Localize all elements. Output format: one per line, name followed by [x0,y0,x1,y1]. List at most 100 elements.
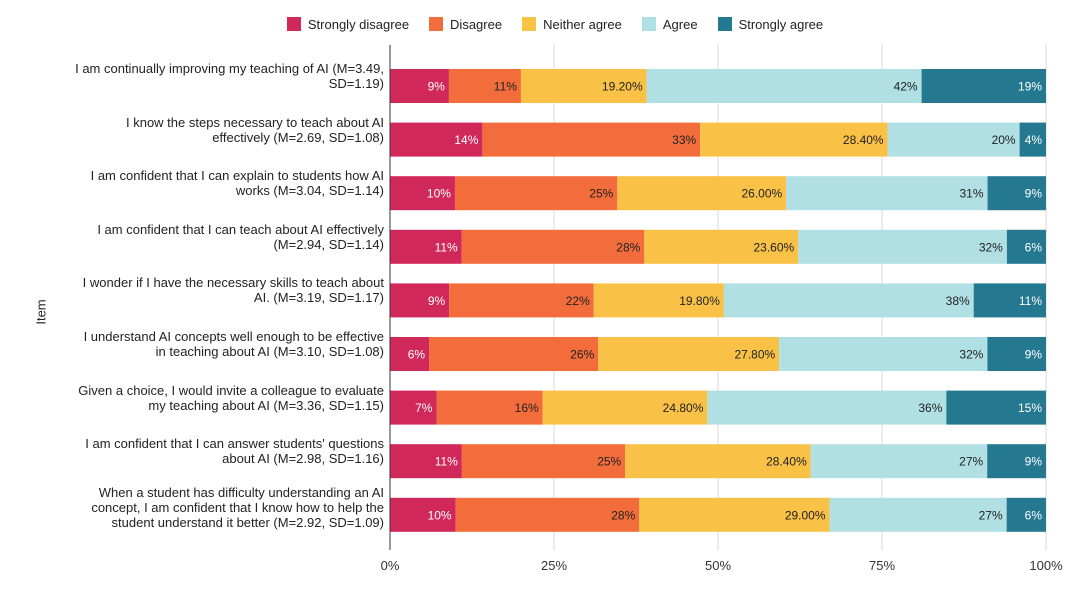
bar-segment [786,176,988,211]
data-label: 28.40% [843,133,884,147]
bar-segment [921,69,1046,103]
bar-segment [449,283,594,318]
bar-segment [542,390,708,425]
bar-segment [946,390,1046,425]
x-tick-label: 50% [705,558,731,573]
legend-swatch [641,17,656,31]
data-label: 11% [1019,294,1042,308]
data-label: 11% [435,240,458,254]
chart-legend: Strongly disagree Disagree Neither agree Ag… [0,14,1080,34]
bar-segment [644,229,799,264]
category-label-line: student understand it better (M=2.92, SD… [111,515,384,531]
bar-segment [390,283,450,318]
data-label: 22% [566,294,590,308]
bar-segment [887,122,1020,157]
bar-segment [448,69,521,103]
category-label-line: about AI (M=2.98, SD=1.16) [222,451,384,467]
category-label: I am confident that I can explain to stu… [64,168,384,198]
bar-segment [987,444,1046,479]
category-label: I know the steps necessary to teach abou… [64,115,384,145]
legend-label: Strongly disagree [307,16,410,32]
legend-item: Disagree [429,17,502,32]
data-label: 29.00% [785,508,826,522]
legend-label: Agree [662,16,698,32]
data-label: 33% [672,133,696,147]
bar-segment [987,176,1046,211]
category-label-line: my teaching about AI (M=3.36, SD=1.15) [148,397,384,413]
data-label: 9% [1025,455,1043,469]
data-label: 38% [946,294,970,308]
bar-segment [454,176,618,211]
x-tick-label: 0% [381,558,400,573]
bar-segment [646,69,922,103]
data-label: 9% [428,80,446,94]
bar-segment [829,497,1007,532]
data-label: 26% [570,348,594,362]
x-tick-label: 100% [1029,558,1063,573]
bar-segment [987,337,1046,371]
bar-segment [455,497,640,532]
data-label: 10% [428,508,452,522]
data-label: 6% [1025,508,1043,522]
data-label: 16% [515,401,539,415]
data-label: 20% [992,133,1016,147]
legend-swatch [429,17,444,31]
data-label: 28.40% [766,455,807,469]
data-label: 10% [427,187,451,201]
bar-segment [598,337,780,371]
bar-segment [810,444,988,479]
category-label-line: Given a choice, I would invite a colleag… [78,382,384,398]
data-label: 25% [589,187,613,201]
category-label-line: AI. (M=3.19, SD=1.17) [253,290,384,306]
bar-segment [436,390,543,425]
legend-swatch [717,17,732,31]
legend-label: Neither agree [543,16,622,32]
data-label: 31% [960,187,984,201]
bar-segment [779,337,988,371]
data-label: 42% [894,80,918,94]
legend-swatch [522,17,537,31]
category-label: Given a choice, I would invite a colleag… [64,383,384,413]
bar-segment [390,69,449,103]
category-label: I wonder if I have the necessary skills … [64,275,384,305]
bar-segment [625,444,811,479]
bar-segment [390,444,462,479]
category-label-line: I am confident that I can explain to stu… [90,168,384,184]
category-label-line: I am continually improving my teaching o… [75,61,384,76]
data-label: 11% [435,455,458,469]
legend-item: Neither agree [522,17,622,32]
bar-segment [390,229,462,264]
data-label: 9% [1025,348,1043,362]
x-tick-label: 75% [869,558,895,573]
bar-segment [593,283,724,318]
bar-segment [1006,229,1046,264]
data-label: 19.20% [602,80,643,94]
data-label: 27% [979,508,1003,522]
bar-segment [639,497,830,532]
bar-segment [390,176,455,211]
category-label-line: in teaching about AI (M=3.10, SD=1.08) [155,344,384,359]
legend-swatch [286,17,301,31]
data-label: 6% [1025,240,1043,254]
x-tick-label: 25% [541,558,567,573]
bar-segment [520,69,647,103]
legend-item: Strongly agree [717,17,823,32]
data-label: 24.80% [663,401,704,415]
legend-item: Strongly disagree [286,16,410,32]
data-label: 32% [959,348,983,362]
category-label-line: I understand AI concepts well enough to … [83,329,384,344]
category-label-line: I am confident that I can teach about AI… [97,221,384,237]
bar-segment [390,497,456,532]
data-label: 14% [454,133,478,147]
data-label: 9% [428,294,446,308]
category-label: When a student has difficulty understand… [64,485,384,530]
bar-segment [390,122,483,157]
category-label-line: I know the steps necessary to teach abou… [126,114,384,130]
data-label: 27.80% [734,348,775,362]
category-label-line: When a student has difficulty understand… [98,485,384,501]
data-label: 23.60% [754,240,795,254]
category-label-line: SD=1.19) [328,76,384,91]
category-label-line: I wonder if I have the necessary skills … [82,275,384,291]
bar-segment [461,444,626,479]
bar-segment [390,337,430,371]
